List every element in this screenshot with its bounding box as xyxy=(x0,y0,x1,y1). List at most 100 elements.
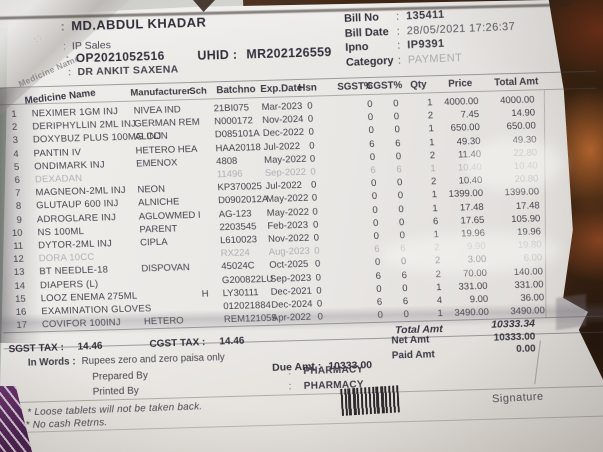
hsn: 0 xyxy=(310,179,317,191)
batch-number: AG-123 xyxy=(218,207,252,220)
cgst-percent: 0 xyxy=(393,111,400,123)
note-loose-tablets: * Loose tablets will not be taken back. xyxy=(27,401,203,419)
batch-number: RX224 xyxy=(220,247,251,260)
signature-label: Signature xyxy=(491,390,544,406)
sgst-percent: 0 xyxy=(367,112,374,124)
cgst-percent: 0 xyxy=(394,124,401,136)
sgst-percent: 0 xyxy=(370,178,377,190)
quantity: 2 xyxy=(430,176,437,188)
hsn: 0 xyxy=(314,258,321,270)
cgst-percent: 0 xyxy=(402,282,408,294)
printed-by-label: Printed By xyxy=(92,385,140,398)
cgst-percent: 6 xyxy=(396,164,403,176)
col-header-cgst: CGST% xyxy=(366,80,403,93)
hsn: 0 xyxy=(314,245,320,257)
hsn: 0 xyxy=(312,219,319,231)
patient-name: MD.ABDUL KHADAR xyxy=(60,15,206,34)
batch-number: HAA20118 xyxy=(215,141,262,154)
price: 17.65 xyxy=(460,214,485,227)
price: 49.30 xyxy=(456,135,481,148)
manufacturer: ALCON xyxy=(134,131,168,143)
col-header-sch: Sch xyxy=(189,85,207,98)
col-header-expdate: Exp.Date xyxy=(260,82,303,96)
quantity: 2 xyxy=(427,110,434,122)
hsn: 0 xyxy=(308,126,315,139)
hsn: 0 xyxy=(310,166,317,178)
curl-shadow xyxy=(0,88,42,343)
hsn: 0 xyxy=(309,153,316,165)
uhid-label: UHID : xyxy=(197,47,238,63)
manufacturer: DISPOVAN xyxy=(141,262,191,275)
quantity: 1 xyxy=(430,163,437,175)
prepared-by-label: Prepared By xyxy=(92,370,149,383)
quantity: 1 xyxy=(428,123,435,135)
hsn: 0 xyxy=(307,100,313,112)
sgst-percent: 0 xyxy=(372,204,378,216)
sgst-percent: 0 xyxy=(367,98,373,111)
cgst-tax-label: CGST TAX : xyxy=(149,336,206,350)
prepared-by-value: PHARMACY xyxy=(288,364,363,377)
cgst-percent: 6 xyxy=(401,269,408,281)
batch-number: 2203545 xyxy=(219,221,257,234)
cgst-percent: 0 xyxy=(397,190,404,202)
sgst-tax-label: SGST TAX : xyxy=(8,342,65,356)
batch-number: KP370025 xyxy=(217,181,263,194)
schedule: H xyxy=(201,288,209,300)
sgst-percent: 0 xyxy=(374,257,381,269)
in-words-text: Rupees zero and zero paisa only xyxy=(81,352,225,368)
hsn: 0 xyxy=(307,113,314,125)
sgst-percent: 0 xyxy=(368,125,375,137)
price: 331.00 xyxy=(458,280,488,293)
batch-number: L610023 xyxy=(219,234,258,247)
cgst-percent: 0 xyxy=(398,203,404,215)
price: 4000.00 xyxy=(443,95,479,108)
op-number: OP2021052516 xyxy=(65,49,165,66)
sgst-percent: 0 xyxy=(373,230,380,242)
price: 1399.00 xyxy=(448,188,484,201)
bill-no-value: 135411 xyxy=(405,8,445,23)
batch-number: D085101A xyxy=(214,128,261,141)
hsn: 0 xyxy=(316,285,322,297)
sgst-percent: 0 xyxy=(372,217,379,229)
cgst-percent: 0 xyxy=(399,230,406,242)
quantity: 1 xyxy=(432,202,438,214)
manufacturer: NEON xyxy=(137,183,166,196)
hsn: 0 xyxy=(311,192,318,205)
sgst-percent: 6 xyxy=(368,138,375,150)
quantity: 1 xyxy=(431,189,438,201)
sgst-tax-value: 14.46 xyxy=(77,340,103,353)
in-words-label: In Words : xyxy=(27,356,76,369)
fold-step xyxy=(556,293,586,331)
col-header-price: Price xyxy=(448,78,473,90)
manufacturer: NIVEA IND xyxy=(133,104,181,117)
cgst-percent: 0 xyxy=(395,150,402,163)
uhid: UHID : MR202126559 xyxy=(197,45,332,63)
hsn: 0 xyxy=(315,272,322,284)
sgst-percent: 6 xyxy=(375,270,382,282)
manufacturer: ALNICHE xyxy=(137,196,180,209)
batch-number: 21BI075 xyxy=(213,102,250,115)
quantity: 1 xyxy=(426,97,433,109)
cgst-tax-value: 14.46 xyxy=(219,335,245,348)
price: 17.48 xyxy=(459,201,484,214)
batch-number: 11496 xyxy=(216,168,243,181)
hsn: 0 xyxy=(313,232,320,244)
paid-amt-value: 0.00 xyxy=(516,343,536,356)
medicine-name: NS 100ML xyxy=(37,225,85,239)
table-body: 1 NEXIMER 1GM INJ NIVEA IND 21BI075 Mar-… xyxy=(0,92,603,335)
uhid-value: MR202126559 xyxy=(246,45,332,62)
hsn: 0 xyxy=(308,140,315,152)
bill-info-block: Bill No:135411 Bill Date:28/05/2021 17:2… xyxy=(344,5,517,70)
quantity: 1 xyxy=(428,136,435,148)
batch-number: 45024C xyxy=(221,260,255,273)
sgst-percent: 0 xyxy=(371,191,378,203)
sgst-percent: 0 xyxy=(369,151,376,163)
col-header-batchno: Batchno xyxy=(216,84,256,97)
hsn: 0 xyxy=(312,206,319,218)
ipno-value: IP9391 xyxy=(407,38,445,52)
col-header-total: Total Amt xyxy=(494,76,539,89)
cgst-percent: 0 xyxy=(396,177,403,189)
price: 7.45 xyxy=(460,109,480,121)
quantity: 1 xyxy=(436,281,442,294)
